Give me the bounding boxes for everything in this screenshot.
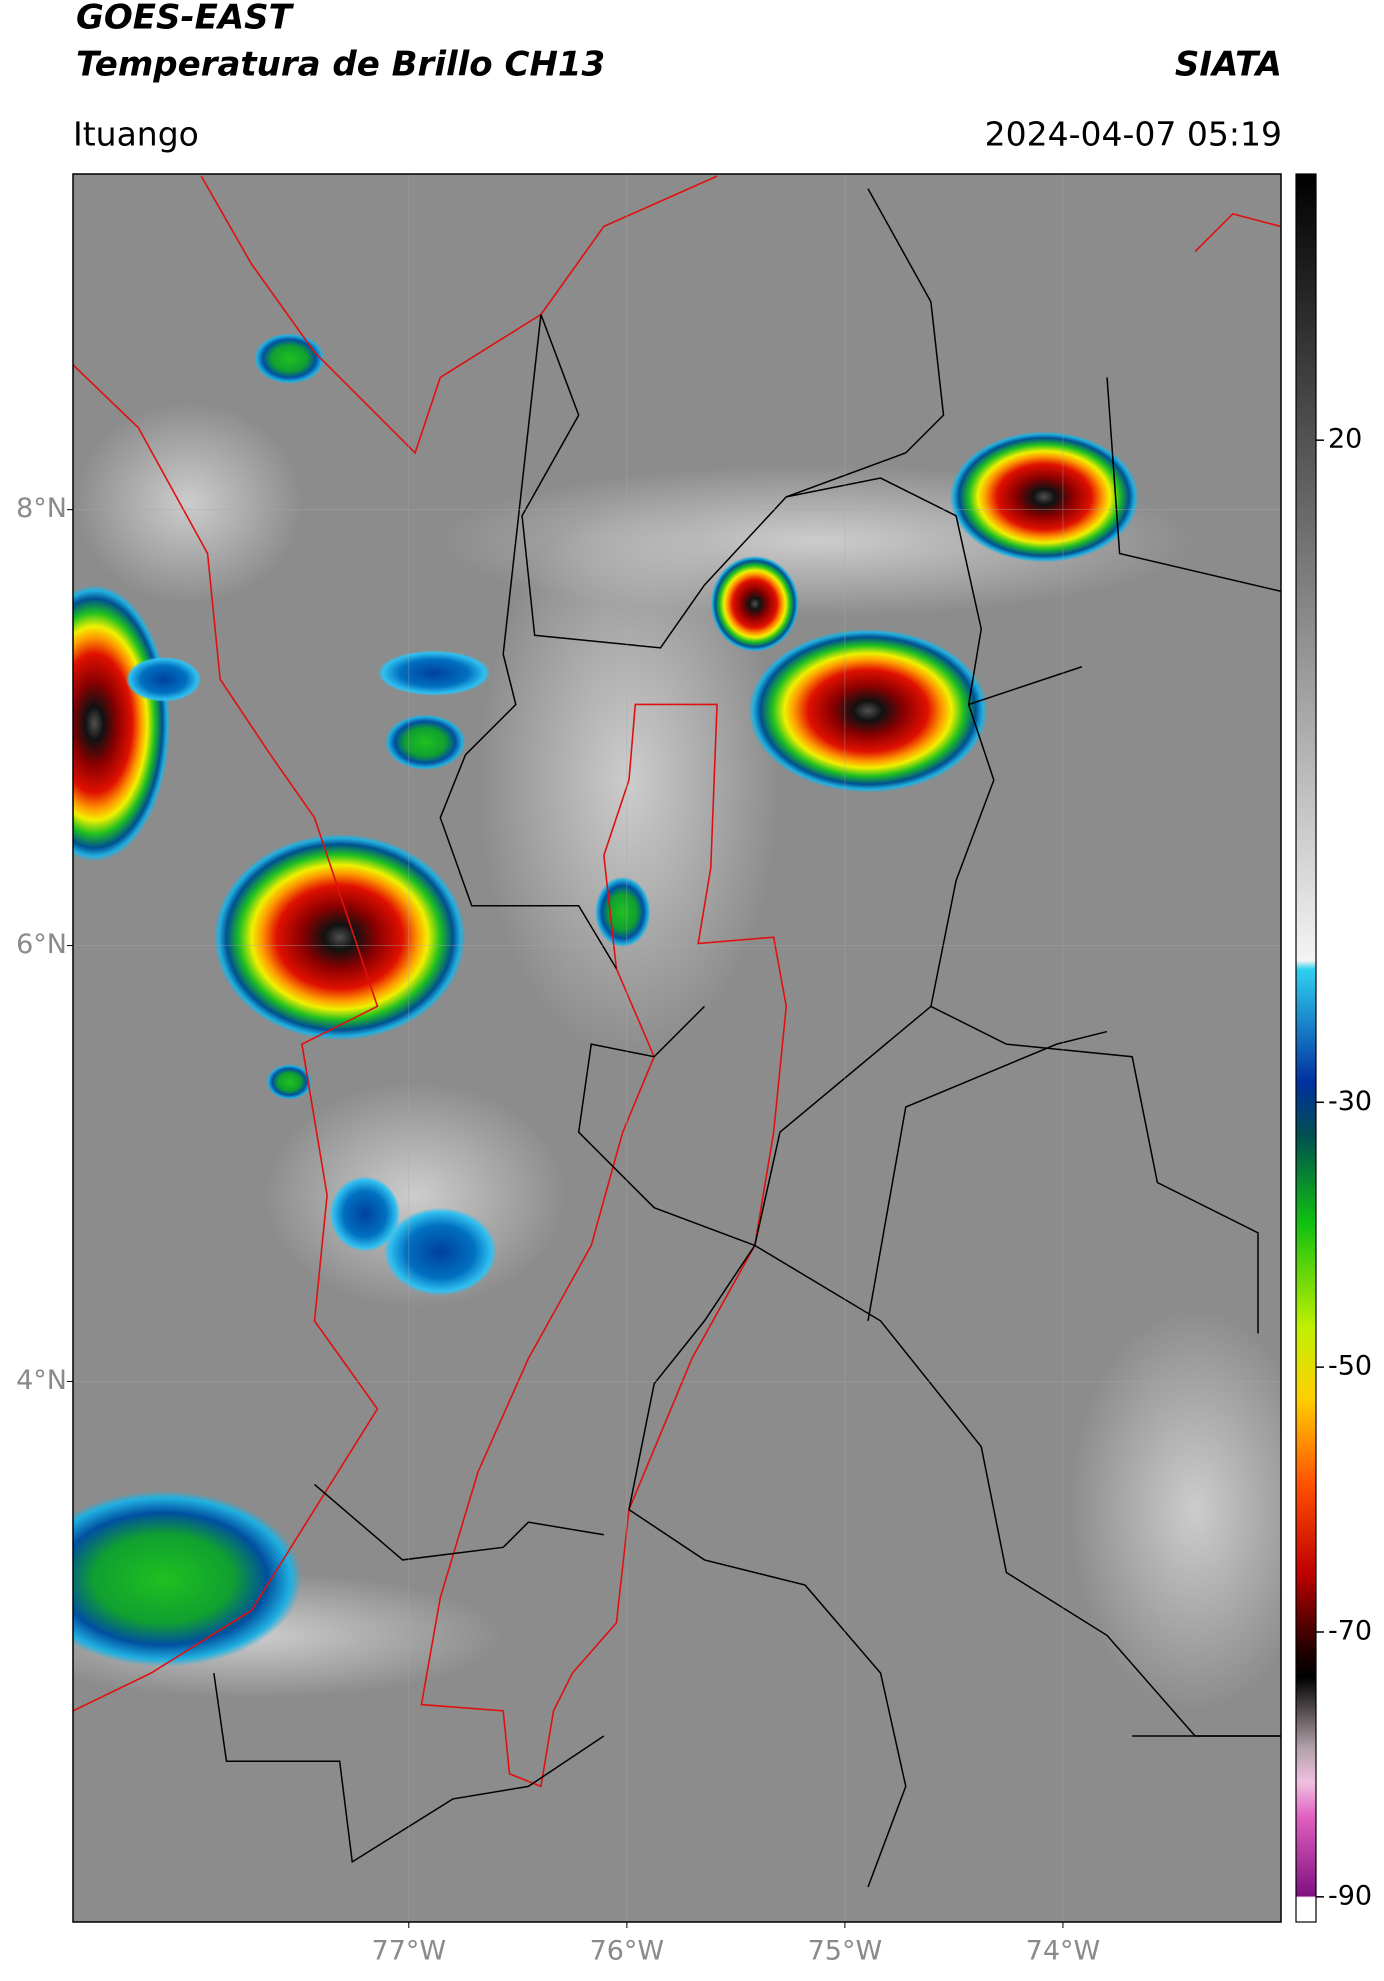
y-tick-label: 8°N	[16, 493, 67, 524]
y-tick-label: 4°N	[16, 1365, 67, 1396]
brand: SIATA	[1175, 45, 1282, 85]
x-tick-label: 74°W	[1026, 1936, 1101, 1967]
subtitle: Temperatura de Brillo CH13	[76, 45, 605, 85]
colorbar-tick-label: 20	[1328, 424, 1362, 455]
title: GOES-EAST	[76, 0, 295, 38]
colorbar-tick-label: -50	[1328, 1351, 1372, 1382]
colorbar	[1295, 173, 1317, 1923]
x-tick-label: 75°W	[808, 1936, 883, 1967]
colorbar-tick-label: -90	[1328, 1880, 1372, 1911]
y-tick-label: 6°N	[16, 929, 67, 960]
colorbar-tick-label: -30	[1328, 1086, 1372, 1117]
map-image	[73, 174, 1281, 1922]
region: Ituango	[73, 115, 199, 154]
datetime: 2024-04-07 05:19	[985, 115, 1282, 154]
x-tick-label: 76°W	[590, 1936, 665, 1967]
map-frame	[72, 173, 1282, 1923]
colorbar-tick-label: -70	[1328, 1615, 1372, 1646]
x-tick-label: 77°W	[372, 1936, 447, 1967]
